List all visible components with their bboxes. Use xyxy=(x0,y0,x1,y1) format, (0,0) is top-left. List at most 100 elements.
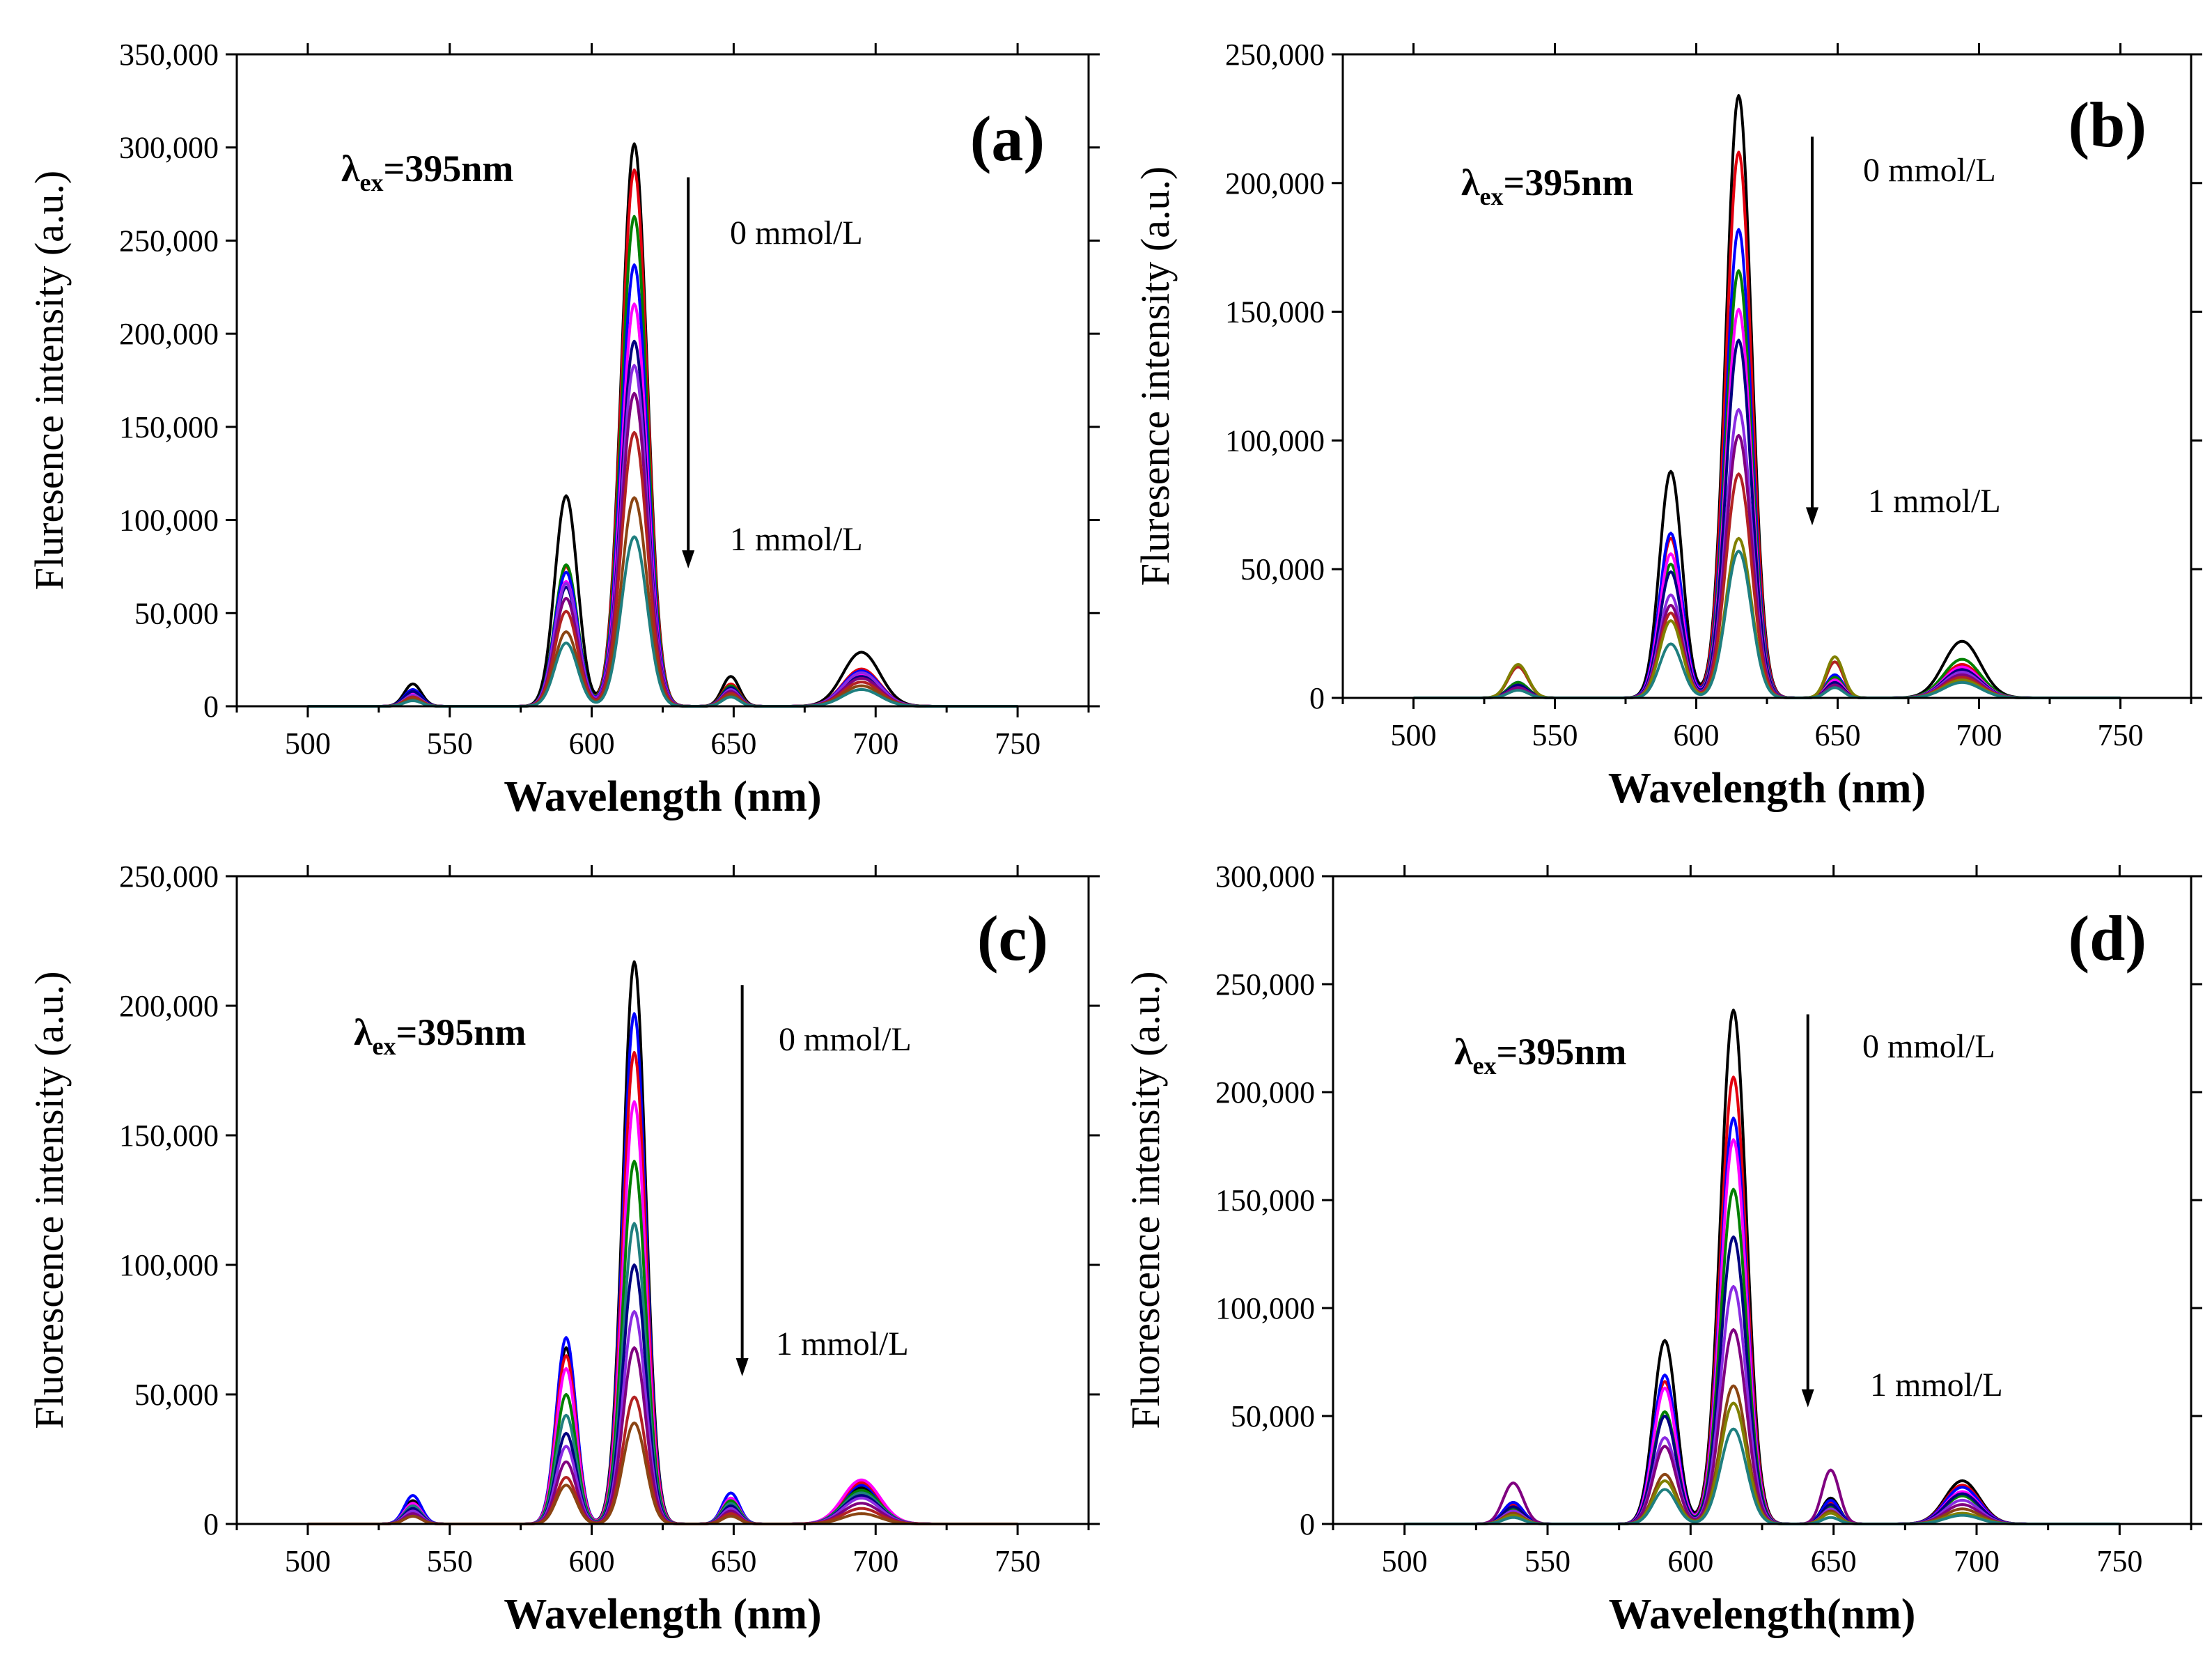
y-tick-label: 250,000 xyxy=(1225,38,1325,72)
x-tick-label: 700 xyxy=(1954,1544,2000,1578)
series-line-1 xyxy=(307,142,1018,708)
series-line-11 xyxy=(1413,550,2121,699)
x-tick-label: 700 xyxy=(852,726,898,761)
x-tick-label: 600 xyxy=(1674,718,1720,752)
x-tick-label: 650 xyxy=(1815,718,1861,752)
y-tick-label: 0 xyxy=(203,1507,219,1541)
y-tick-label: 300,000 xyxy=(119,131,219,165)
x-tick-label: 650 xyxy=(1811,1544,1857,1578)
arrow-head xyxy=(682,550,695,569)
series-line-3 xyxy=(1404,1117,2120,1525)
excitation-label: λex=395nm xyxy=(341,148,513,196)
panel-label: (a) xyxy=(970,103,1045,174)
y-tick-label: 200,000 xyxy=(1225,166,1325,201)
x-tick-label: 500 xyxy=(285,1544,331,1578)
y-tick-label: 250,000 xyxy=(119,859,219,894)
panel-label: (b) xyxy=(2069,89,2147,160)
x-tick-label: 750 xyxy=(995,726,1041,761)
y-tick-label: 250,000 xyxy=(119,224,219,258)
arrow-head xyxy=(1805,507,1818,526)
y-tick-label: 350,000 xyxy=(119,38,219,72)
y-tick-label: 150,000 xyxy=(119,410,219,444)
plot-frame xyxy=(1341,53,2192,699)
x-tick-label: 550 xyxy=(427,726,473,761)
series-line-11 xyxy=(307,1421,1018,1525)
x-axis-title: Wavelength (nm) xyxy=(1608,765,1926,812)
arrow-head xyxy=(735,1358,749,1376)
excitation-label: λex=395nm xyxy=(354,1011,526,1060)
x-axis-title: Wavelength (nm) xyxy=(504,773,821,820)
concentration-start-label: 0 mmol/L xyxy=(730,215,863,251)
series-line-3 xyxy=(307,215,1018,708)
x-axis-title: Wavelength (nm) xyxy=(504,1591,821,1638)
concentration-end-label: 1 mmol/L xyxy=(1868,483,2001,520)
y-tick-label: 0 xyxy=(203,690,219,724)
x-tick-label: 750 xyxy=(2098,718,2144,752)
panel-b: 500 550 600 650 700 750 0 50,000 100,000 150,000 2… xyxy=(1132,38,2202,812)
x-tick-label: 650 xyxy=(710,726,756,761)
series-line-2 xyxy=(307,1012,1018,1525)
x-tick-label: 750 xyxy=(995,1544,1041,1578)
y-axis-title: Fluresence intensity (a.u.) xyxy=(1132,166,1178,586)
series-line-2 xyxy=(1413,150,2121,699)
series-line-2 xyxy=(307,168,1018,708)
concentration-end-label: 1 mmol/L xyxy=(1870,1367,2003,1403)
concentration-end-label: 1 mmol/L xyxy=(730,521,863,558)
y-tick-label: 300,000 xyxy=(1215,859,1315,894)
series-line-5 xyxy=(307,1160,1018,1525)
y-tick-label: 100,000 xyxy=(119,504,219,538)
x-tick-label: 550 xyxy=(1525,1544,1571,1578)
concentration-start-label: 0 mmol/L xyxy=(1862,1028,1995,1065)
x-tick-label: 500 xyxy=(1382,1544,1428,1578)
panel-d: 500 550 600 650 700 750 0 50,000 100,000 150,000 2… xyxy=(1123,859,2202,1638)
x-tick-label: 600 xyxy=(569,1544,615,1578)
series-group xyxy=(1404,1009,2120,1525)
series-group xyxy=(307,142,1018,708)
excitation-label: λex=395nm xyxy=(1461,162,1633,210)
y-tick-label: 100,000 xyxy=(119,1248,219,1282)
y-tick-label: 50,000 xyxy=(134,596,219,630)
y-tick-label: 50,000 xyxy=(1231,1399,1315,1433)
series-line-3 xyxy=(307,1051,1018,1525)
y-tick-label: 100,000 xyxy=(1215,1291,1315,1325)
series-line-11 xyxy=(307,535,1018,708)
x-tick-label: 500 xyxy=(285,726,331,761)
y-tick-label: 150,000 xyxy=(119,1119,219,1153)
concentration-start-label: 0 mmol/L xyxy=(779,1021,912,1058)
y-axis-title: Fluresence intensity (a.u.) xyxy=(26,171,72,590)
x-tick-label: 750 xyxy=(2096,1544,2142,1578)
panel-a: 500 550 600 650 700 750 0 50,000 100,000 150,000 2… xyxy=(26,38,1100,820)
series-line-7 xyxy=(307,1263,1018,1525)
plot-frame xyxy=(1332,875,2192,1525)
x-tick-label: 650 xyxy=(710,1544,756,1578)
y-axis-title: Fluorescence intensity (a.u.) xyxy=(26,971,72,1429)
series-line-4 xyxy=(1404,1138,2120,1525)
plot-frame xyxy=(235,875,1090,1525)
y-tick-label: 200,000 xyxy=(119,989,219,1023)
y-tick-label: 200,000 xyxy=(119,317,219,351)
excitation-label: λex=395nm xyxy=(1454,1031,1626,1080)
panel-label: (d) xyxy=(2069,903,2147,974)
y-tick-label: 200,000 xyxy=(1215,1075,1315,1110)
series-line-1 xyxy=(1404,1009,2120,1525)
x-tick-label: 700 xyxy=(852,1544,898,1578)
concentration-start-label: 0 mmol/L xyxy=(1863,152,1996,189)
x-tick-label: 550 xyxy=(1532,718,1578,752)
y-tick-label: 0 xyxy=(1309,681,1325,715)
series-line-6 xyxy=(307,1222,1018,1525)
series-line-4 xyxy=(307,263,1018,708)
x-axis-title: Wavelength(nm) xyxy=(1609,1591,1916,1638)
series-group xyxy=(1413,94,2121,699)
plot-frame xyxy=(235,53,1090,708)
y-tick-label: 0 xyxy=(1300,1507,1315,1541)
series-line-4 xyxy=(307,1100,1018,1525)
concentration-end-label: 1 mmol/L xyxy=(776,1325,909,1362)
series-group xyxy=(307,960,1018,1525)
y-tick-label: 100,000 xyxy=(1225,423,1325,458)
y-tick-label: 50,000 xyxy=(1240,552,1325,586)
x-tick-label: 600 xyxy=(569,726,615,761)
y-axis-title: Fluorescence intensity (a.u.) xyxy=(1123,971,1168,1429)
panel-label: (c) xyxy=(977,903,1048,974)
series-line-2 xyxy=(1404,1075,2120,1525)
y-tick-label: 150,000 xyxy=(1225,295,1325,329)
